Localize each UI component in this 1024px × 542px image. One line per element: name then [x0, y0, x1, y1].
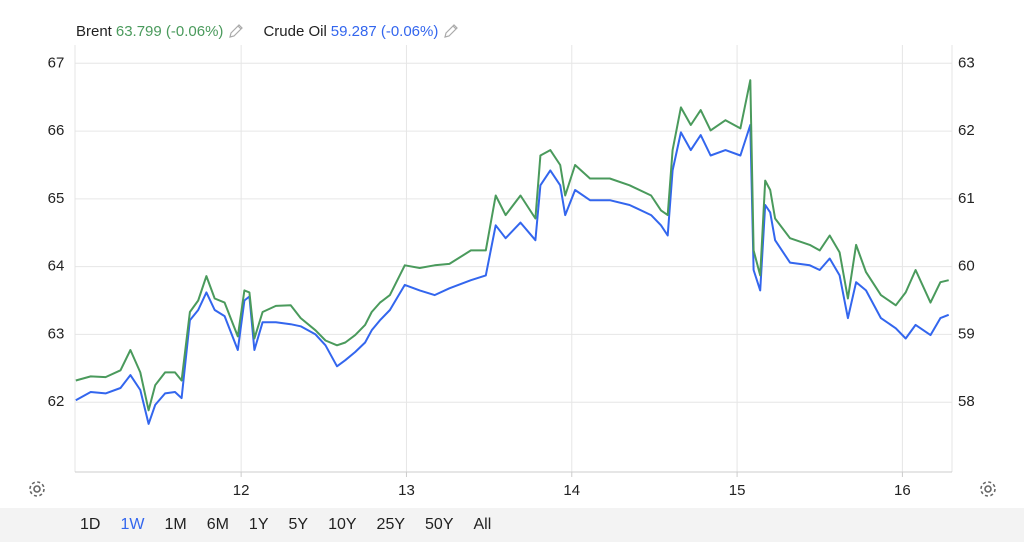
y2-tick-label: 59 [958, 325, 975, 342]
series-line [75, 124, 950, 425]
x-tick-label: 13 [398, 482, 415, 499]
edit-glyph [444, 24, 459, 38]
range-button[interactable]: 25Y [376, 516, 406, 533]
legend: Brent 63.799 (-0.06%) Crude Oil 59.287 (-0.… [76, 22, 478, 40]
y2-tick-label: 61 [958, 190, 975, 207]
y2-tick-label: 63 [958, 54, 975, 71]
edit-glyph [229, 24, 244, 38]
y-tick-label: 62 [48, 393, 65, 410]
range-button[interactable]: 1W [120, 516, 145, 533]
settings-icon[interactable] [980, 481, 996, 497]
legend-value: 59.287 (-0.06%) [330, 22, 439, 40]
x-tick-label: 16 [894, 482, 911, 499]
edit-icon[interactable] [442, 22, 460, 40]
series-line [75, 79, 949, 412]
y2-tick-label: 62 [958, 122, 975, 139]
x-tick-label: 14 [563, 482, 580, 499]
y-tick-label: 67 [48, 54, 65, 71]
settings-icon[interactable] [29, 481, 45, 497]
edit-icon[interactable] [227, 22, 245, 40]
range-bar: 1D 1W 1M 6M 1Y 5Y 10Y 25Y 50Y All [0, 508, 1024, 542]
range-button[interactable]: All [473, 516, 492, 533]
legend-name: Brent [76, 22, 112, 40]
y2-tick-label: 60 [958, 258, 975, 275]
legend-value: 63.799 (-0.06%) [115, 22, 224, 40]
range-button[interactable]: 5Y [288, 516, 309, 533]
range-button[interactable]: 10Y [328, 516, 357, 533]
range-button[interactable]: 1M [164, 516, 187, 533]
x-tick-label: 12 [233, 482, 250, 499]
range-button[interactable]: 1D [80, 516, 101, 533]
y-tick-label: 64 [48, 258, 65, 275]
range-button[interactable]: 1Y [248, 516, 269, 533]
range-button[interactable]: 6M [206, 516, 229, 533]
y-tick-label: 63 [48, 325, 65, 342]
y-tick-label: 65 [48, 190, 65, 207]
y-tick-label: 66 [48, 122, 65, 139]
chart: 62 63 64 65 66 67 58 59 60 61 62 63 12 13 14 15 16 [29, 45, 996, 499]
y2-tick-label: 58 [958, 393, 975, 410]
x-tick-label: 15 [729, 482, 746, 499]
range-button[interactable]: 50Y [425, 516, 454, 533]
legend-name: Crude Oil [263, 22, 327, 40]
